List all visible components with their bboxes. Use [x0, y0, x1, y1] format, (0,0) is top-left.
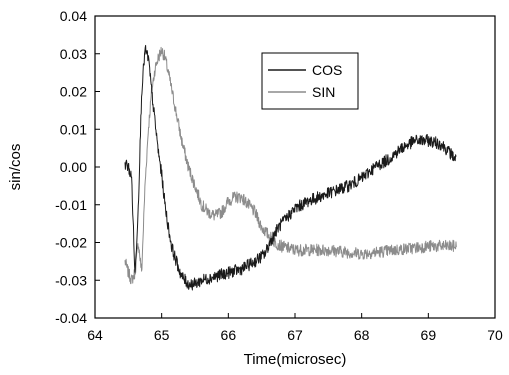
legend: COS SIN	[261, 52, 359, 110]
y-tick-label: -0.04	[55, 310, 87, 326]
legend-label-cos: COS	[312, 62, 342, 78]
legend-box	[261, 52, 359, 110]
x-tick-label: 65	[154, 327, 170, 343]
y-tick-label: 0.04	[60, 8, 87, 24]
series-line-cos	[124, 44, 457, 291]
x-tick-label: 69	[421, 327, 437, 343]
x-tick-label: 68	[354, 327, 370, 343]
x-axis: 64 65 66 67 68 69 70	[87, 313, 503, 343]
y-tick-label: -0.03	[55, 272, 87, 288]
x-tick-label: 67	[287, 327, 303, 343]
y-axis-title: sin/cos	[7, 144, 24, 191]
y-tick-label: -0.02	[55, 235, 87, 251]
series-layer	[124, 44, 457, 291]
x-tick-label: 64	[87, 327, 103, 343]
x-axis-title: Time(microsec)	[244, 351, 347, 368]
x-tick-label: 70	[487, 327, 503, 343]
y-tick-label: -0.01	[55, 197, 87, 213]
legend-label-sin: SIN	[312, 84, 335, 100]
y-tick-label: 0.01	[60, 121, 87, 137]
y-tick-label: 0.00	[60, 159, 87, 175]
y-tick-label: 0.03	[60, 46, 87, 62]
y-tick-label: 0.02	[60, 84, 87, 100]
y-axis: -0.04 -0.03 -0.02 -0.01 0.00 0.01 0.02 0.03 0.04	[55, 8, 100, 326]
series-line-sin	[124, 46, 457, 285]
x-tick-label: 66	[221, 327, 237, 343]
